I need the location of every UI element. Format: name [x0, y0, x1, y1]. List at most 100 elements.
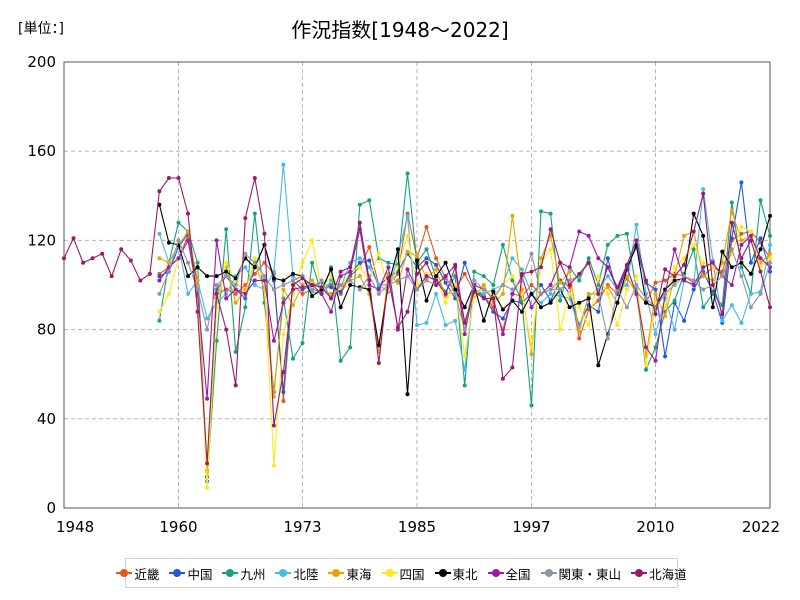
- y-tick-label: 40: [37, 410, 56, 428]
- data-point: [443, 280, 448, 285]
- data-point: [672, 265, 677, 270]
- data-point: [453, 318, 458, 323]
- data-point: [605, 336, 610, 341]
- data-point: [567, 283, 572, 287]
- data-point: [166, 260, 171, 265]
- data-point: [348, 283, 353, 287]
- chart-title: 作況指数[1948～2022]: [291, 18, 509, 42]
- data-point: [310, 238, 315, 243]
- data-point: [205, 461, 210, 466]
- data-point: [605, 265, 610, 270]
- data-point: [462, 332, 467, 337]
- data-point: [405, 267, 410, 272]
- data-point: [434, 267, 439, 272]
- data-point: [166, 291, 171, 296]
- data-point: [481, 274, 486, 279]
- data-point: [90, 256, 95, 261]
- data-point: [691, 242, 696, 247]
- data-point: [710, 260, 715, 265]
- data-point: [605, 285, 610, 290]
- data-point: [329, 309, 334, 314]
- data-point: [281, 390, 286, 394]
- data-point: [395, 247, 400, 252]
- data-point: [548, 227, 553, 232]
- unit-label: [単位：]: [18, 21, 64, 37]
- data-point: [462, 305, 467, 310]
- data-point: [166, 176, 171, 180]
- data-point: [710, 291, 715, 296]
- data-point: [281, 399, 286, 403]
- data-point: [586, 260, 591, 265]
- data-point: [424, 320, 429, 325]
- data-point: [205, 396, 210, 401]
- data-point: [443, 300, 448, 305]
- data-point: [701, 274, 706, 279]
- data-point: [577, 229, 582, 234]
- data-point: [376, 361, 381, 365]
- data-point: [367, 245, 372, 250]
- data-point: [605, 256, 610, 261]
- data-point: [357, 220, 362, 225]
- data-point: [291, 303, 295, 308]
- data-point: [691, 229, 696, 234]
- data-point: [329, 267, 334, 272]
- data-point: [710, 305, 715, 310]
- series-4: [157, 209, 772, 475]
- legend-label: 東海: [346, 566, 372, 582]
- data-point: [529, 291, 534, 296]
- data-point: [176, 176, 181, 180]
- data-point: [539, 300, 543, 305]
- legend-swatch: [631, 569, 648, 577]
- data-point: [224, 274, 229, 279]
- data-point: [701, 305, 706, 310]
- data-point: [472, 278, 477, 283]
- data-point: [424, 225, 429, 229]
- data-point: [644, 367, 648, 372]
- data-point: [195, 309, 200, 314]
- data-point: [510, 365, 515, 370]
- data-point: [405, 309, 410, 314]
- data-point: [510, 274, 515, 279]
- data-point: [729, 283, 734, 287]
- data-point: [415, 287, 419, 292]
- data-point: [319, 278, 324, 283]
- data-point: [367, 258, 372, 263]
- data-point: [472, 269, 477, 274]
- data-point: [376, 343, 381, 348]
- data-point: [577, 336, 582, 341]
- data-point: [281, 332, 286, 337]
- data-point: [691, 278, 696, 283]
- data-point: [453, 262, 458, 267]
- data-point: [748, 305, 753, 310]
- data-point: [768, 260, 772, 265]
- data-point: [577, 300, 582, 305]
- data-point: [357, 202, 362, 207]
- data-point: [739, 180, 744, 185]
- data-point: [500, 283, 505, 287]
- data-point: [424, 256, 429, 261]
- data-point: [338, 283, 343, 287]
- data-point: [624, 262, 629, 267]
- data-point: [252, 265, 257, 270]
- data-point: [720, 318, 725, 323]
- data-point: [682, 318, 687, 323]
- data-point: [233, 276, 238, 281]
- data-point: [663, 278, 668, 283]
- data-point: [291, 356, 295, 361]
- data-point: [768, 233, 772, 238]
- data-point: [434, 283, 439, 287]
- legend-item: 近畿: [116, 564, 159, 583]
- data-point: [758, 269, 763, 274]
- data-point: [720, 249, 725, 254]
- data-point: [539, 265, 543, 270]
- data-point: [558, 327, 563, 332]
- legend-label: 東北: [452, 566, 478, 582]
- legend-label: 九州: [240, 566, 266, 582]
- data-point: [453, 287, 458, 292]
- data-point: [281, 287, 286, 292]
- data-point: [634, 222, 639, 227]
- data-point: [376, 291, 381, 296]
- data-point: [233, 349, 238, 354]
- data-point: [386, 276, 391, 281]
- data-point: [596, 363, 601, 368]
